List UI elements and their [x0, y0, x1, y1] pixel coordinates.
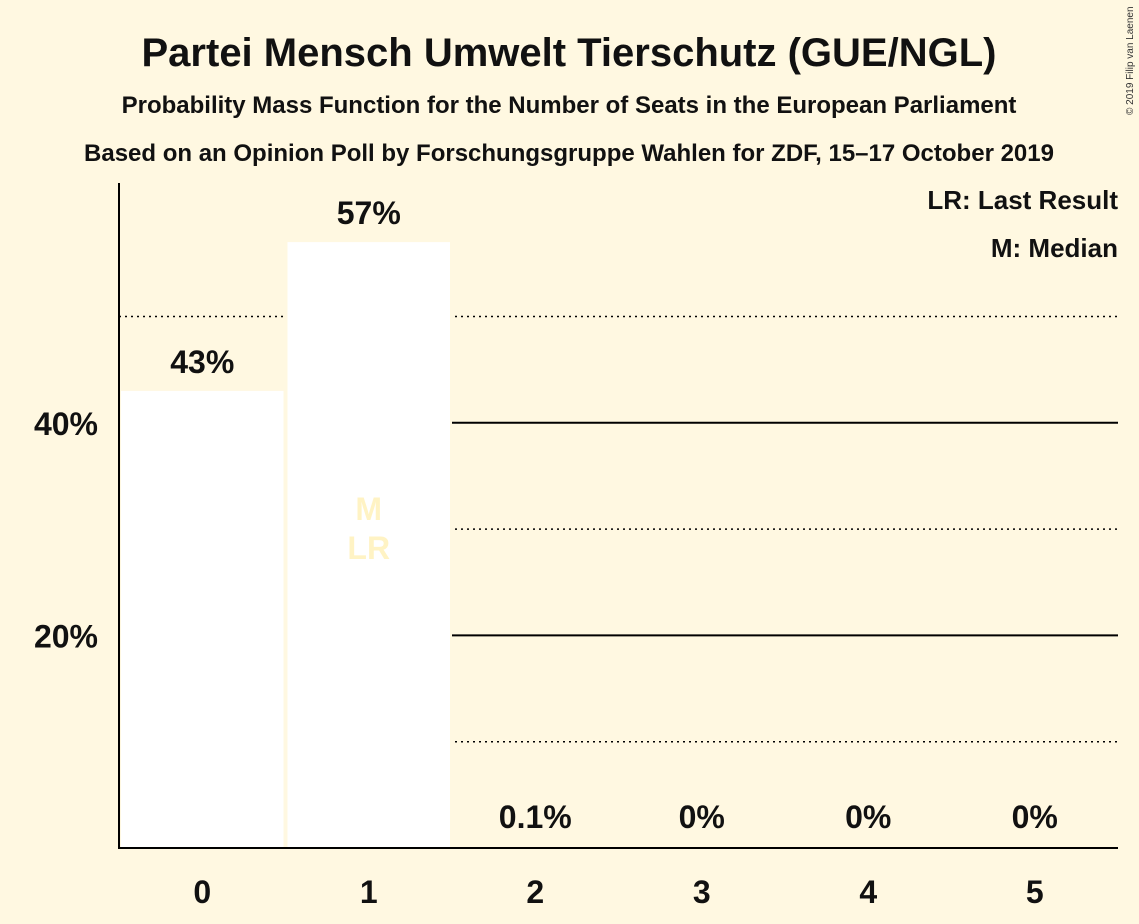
x-tick-3: 3	[693, 874, 711, 910]
bar-label-1: 57%	[337, 195, 401, 231]
bar-0	[121, 390, 284, 848]
legend-last-result: LR: Last Result	[927, 185, 1118, 215]
x-axis-ticks: 0 1 2 3 4 5	[193, 874, 1043, 910]
bar-label-5: 0%	[1012, 799, 1058, 835]
chart-title: Partei Mensch Umwelt Tierschutz (GUE/NGL…	[142, 31, 997, 75]
median-marker: M	[355, 491, 382, 527]
chart-subtitle: Probability Mass Function for the Number…	[122, 92, 1017, 119]
y-axis-ticks: 20% 40%	[34, 406, 98, 655]
bar-label-4: 0%	[845, 799, 891, 835]
y-tick-40: 40%	[34, 406, 98, 442]
chart-source: Based on an Opinion Poll by Forschungsgr…	[84, 140, 1054, 167]
bars	[119, 240, 619, 849]
x-tick-2: 2	[526, 874, 544, 910]
bar-1	[287, 242, 450, 849]
bar-label-3: 0%	[679, 799, 725, 835]
bar-labels: 43% 57% MLR 0.1% 0% 0% 0%	[170, 195, 1058, 835]
legend-median: M: Median	[991, 233, 1118, 263]
bar-halo-2	[452, 844, 619, 848]
x-tick-5: 5	[1026, 874, 1044, 910]
bar-label-0: 43%	[170, 344, 234, 380]
x-tick-1: 1	[360, 874, 378, 910]
x-tick-4: 4	[859, 874, 877, 910]
last-result-marker: LR	[347, 530, 390, 566]
y-tick-20: 20%	[34, 618, 98, 654]
x-tick-0: 0	[193, 874, 211, 910]
copyright-notice: © 2019 Filip van Laenen	[1125, 6, 1136, 115]
bar-label-2: 0.1%	[499, 799, 572, 835]
